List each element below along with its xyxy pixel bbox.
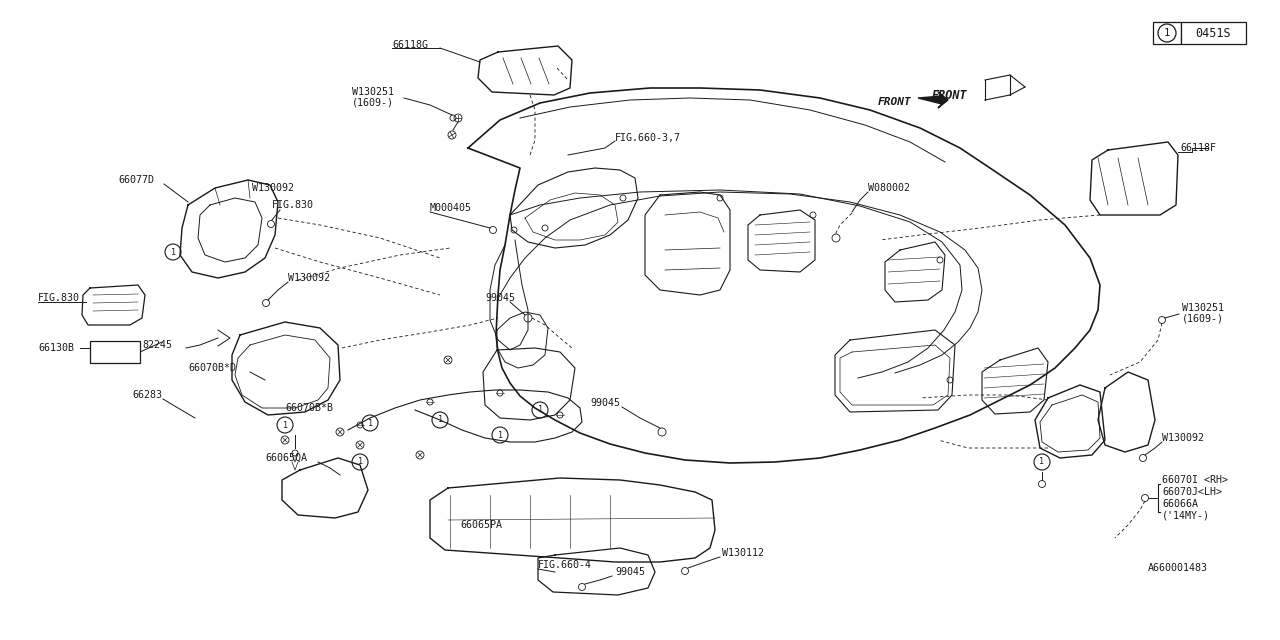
Text: 66065PA: 66065PA bbox=[460, 520, 502, 530]
Text: 0451S: 0451S bbox=[1196, 26, 1231, 40]
Text: 66118G: 66118G bbox=[392, 40, 428, 50]
Text: 66130B: 66130B bbox=[38, 343, 74, 353]
Text: ('14MY-): ('14MY-) bbox=[1162, 511, 1210, 521]
Text: FIG.660-4: FIG.660-4 bbox=[538, 560, 593, 570]
Text: 66070I <RH>: 66070I <RH> bbox=[1162, 475, 1228, 485]
Text: 66070J<LH>: 66070J<LH> bbox=[1162, 487, 1222, 497]
Text: (1609-): (1609-) bbox=[1181, 313, 1224, 323]
Text: 66070B*B: 66070B*B bbox=[285, 403, 333, 413]
Text: 99045: 99045 bbox=[614, 567, 645, 577]
Text: 66066A: 66066A bbox=[1162, 499, 1198, 509]
Text: 1: 1 bbox=[170, 248, 175, 257]
Text: W130112: W130112 bbox=[722, 548, 764, 558]
Bar bbox=[1181, 22, 1245, 44]
Text: 1: 1 bbox=[498, 431, 503, 440]
Polygon shape bbox=[918, 92, 948, 108]
Text: 99045: 99045 bbox=[590, 398, 620, 408]
Text: W130251: W130251 bbox=[1181, 303, 1224, 313]
Text: FIG.830: FIG.830 bbox=[38, 293, 81, 303]
Bar bbox=[1153, 22, 1181, 44]
Text: M000405: M000405 bbox=[430, 203, 472, 213]
Text: 99045: 99045 bbox=[485, 293, 515, 303]
Text: W130092: W130092 bbox=[288, 273, 330, 283]
Text: 66118F: 66118F bbox=[1180, 143, 1216, 153]
Text: 1: 1 bbox=[1164, 28, 1170, 38]
Text: 1: 1 bbox=[367, 419, 372, 428]
Text: W130092: W130092 bbox=[252, 183, 294, 193]
Text: A660001483: A660001483 bbox=[1148, 563, 1208, 573]
Text: 1: 1 bbox=[438, 415, 443, 424]
Text: W130092: W130092 bbox=[1162, 433, 1204, 443]
Text: 66070B*D: 66070B*D bbox=[188, 363, 236, 373]
Text: W080002: W080002 bbox=[868, 183, 910, 193]
Text: FIG.830: FIG.830 bbox=[273, 200, 314, 210]
Text: 1: 1 bbox=[1039, 458, 1044, 467]
Text: 66283: 66283 bbox=[132, 390, 163, 400]
Bar bbox=[90, 341, 140, 363]
Text: 82245: 82245 bbox=[142, 340, 172, 350]
Text: 1: 1 bbox=[538, 406, 543, 415]
Text: 1: 1 bbox=[357, 458, 362, 467]
Text: 1: 1 bbox=[283, 420, 288, 429]
Text: FIG.660-3,7: FIG.660-3,7 bbox=[614, 133, 681, 143]
Text: FRONT: FRONT bbox=[932, 88, 968, 102]
Text: 66077D: 66077D bbox=[118, 175, 154, 185]
Text: 66065QA: 66065QA bbox=[265, 453, 307, 463]
Text: FRONT: FRONT bbox=[878, 97, 911, 107]
Text: (1609-): (1609-) bbox=[352, 97, 394, 107]
Text: W130251: W130251 bbox=[352, 87, 394, 97]
